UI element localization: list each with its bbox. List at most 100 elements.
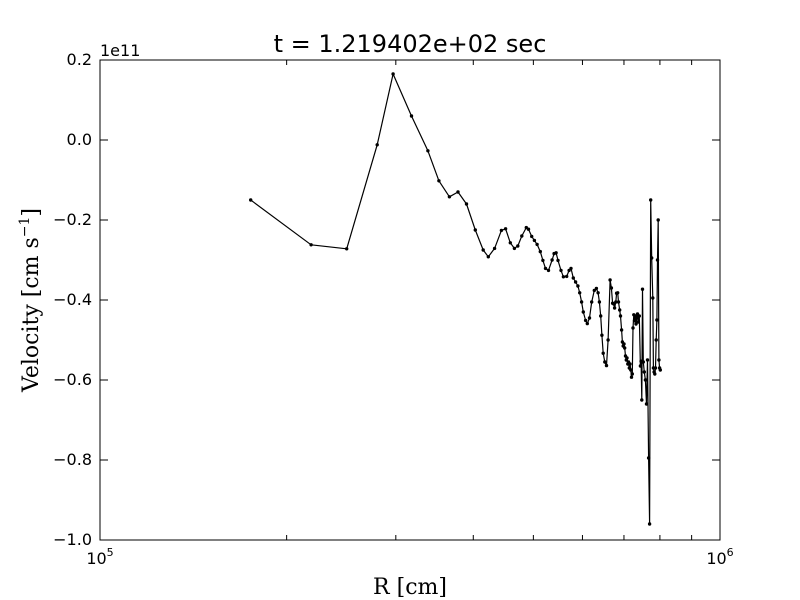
data-point <box>576 284 580 288</box>
data-point <box>645 358 650 362</box>
x-tick-label-exponent: 5 <box>107 546 114 559</box>
data-point <box>559 268 563 273</box>
data-point <box>581 310 585 314</box>
data-point <box>651 296 655 300</box>
data-point <box>634 322 638 326</box>
data-point <box>619 328 624 332</box>
data-point <box>530 234 534 239</box>
data-point <box>554 251 558 255</box>
y-tick-label: −0.6 <box>53 370 92 389</box>
x-tick-label-base: 10 <box>706 549 726 568</box>
y-tick-label: −0.2 <box>53 210 92 229</box>
y-tick-label: −0.8 <box>53 450 92 469</box>
data-point <box>345 247 349 251</box>
data-point <box>535 242 539 247</box>
data-point <box>565 274 569 279</box>
data-point <box>499 228 504 233</box>
data-point <box>391 72 395 76</box>
plot-series-layer <box>249 72 662 526</box>
data-point <box>632 319 637 323</box>
data-point <box>538 249 542 254</box>
data-point <box>646 456 651 460</box>
x-tick-label-exponent: 6 <box>727 546 734 559</box>
data-point <box>629 368 633 372</box>
data-point <box>437 179 441 183</box>
data-point <box>658 368 662 372</box>
data-point <box>550 258 554 262</box>
data-point <box>614 300 618 304</box>
data-point <box>561 275 566 279</box>
data-point <box>532 238 537 243</box>
data-point <box>655 318 659 322</box>
data-point <box>569 266 573 271</box>
data-point <box>606 338 610 342</box>
data-point <box>618 314 623 318</box>
data-point <box>579 300 584 304</box>
data-point <box>508 241 512 245</box>
data-point <box>556 258 560 263</box>
data-point <box>629 375 634 379</box>
y-axis-offset-label: 1e11 <box>100 41 140 60</box>
data-point <box>622 342 626 346</box>
data-point <box>616 300 621 304</box>
data-point <box>597 300 602 304</box>
data-point <box>612 306 617 310</box>
data-point <box>640 398 644 402</box>
data-point <box>585 321 589 326</box>
data-point <box>590 300 594 304</box>
data-point <box>473 228 477 232</box>
data-point <box>447 195 452 199</box>
data-point <box>618 308 622 312</box>
data-point <box>638 364 643 368</box>
data-point <box>543 266 548 271</box>
y-axis-label-superscript: −1 <box>17 217 33 238</box>
data-point <box>464 202 469 206</box>
y-tick-label: 0.0 <box>67 130 92 149</box>
y-tick-label: 0.2 <box>67 50 92 69</box>
data-point <box>650 256 654 260</box>
data-point <box>526 227 531 231</box>
data-point <box>654 338 658 342</box>
data-point <box>649 198 653 202</box>
data-point <box>609 286 614 290</box>
data-point <box>625 356 629 360</box>
x-axis-label: R [cm] <box>373 575 447 600</box>
data-point <box>630 372 634 376</box>
data-point <box>594 286 599 291</box>
data-point <box>653 366 658 370</box>
y-tick-label: −1.0 <box>53 530 92 549</box>
data-point <box>546 268 551 273</box>
x-axis-ticks: 105 106 <box>86 60 734 568</box>
data-point <box>655 258 660 262</box>
data-point <box>653 372 657 376</box>
data-point <box>578 291 582 295</box>
y-axis-ticks: 0.2 0.0 −0.2 −0.4 −0.6 −0.8 −1.0 <box>53 50 720 549</box>
data-point <box>512 246 517 251</box>
data-point <box>640 287 645 291</box>
data-point <box>503 227 508 231</box>
data-point <box>657 358 661 362</box>
data-point <box>601 351 605 355</box>
chart-title: t = 1.219402e+02 sec <box>274 30 547 58</box>
data-point <box>641 360 645 364</box>
y-axis-label-close: ] <box>19 208 44 217</box>
y-tick-label: −0.4 <box>53 290 92 309</box>
data-point <box>516 244 520 248</box>
data-point <box>481 248 485 252</box>
data-point <box>631 326 635 330</box>
data-point <box>636 320 640 324</box>
data-point <box>647 522 652 526</box>
data-point <box>599 314 603 318</box>
data-point <box>571 276 575 280</box>
data-point <box>456 190 460 194</box>
data-point <box>623 346 627 350</box>
data-point <box>573 280 578 284</box>
data-point <box>486 255 490 259</box>
x-tick-label-base: 10 <box>86 549 106 568</box>
data-point <box>426 149 430 153</box>
data-point <box>375 143 379 147</box>
x-tick-label: 106 <box>706 546 733 568</box>
data-point <box>587 316 592 320</box>
data-point <box>249 198 253 202</box>
data-point <box>644 402 649 406</box>
